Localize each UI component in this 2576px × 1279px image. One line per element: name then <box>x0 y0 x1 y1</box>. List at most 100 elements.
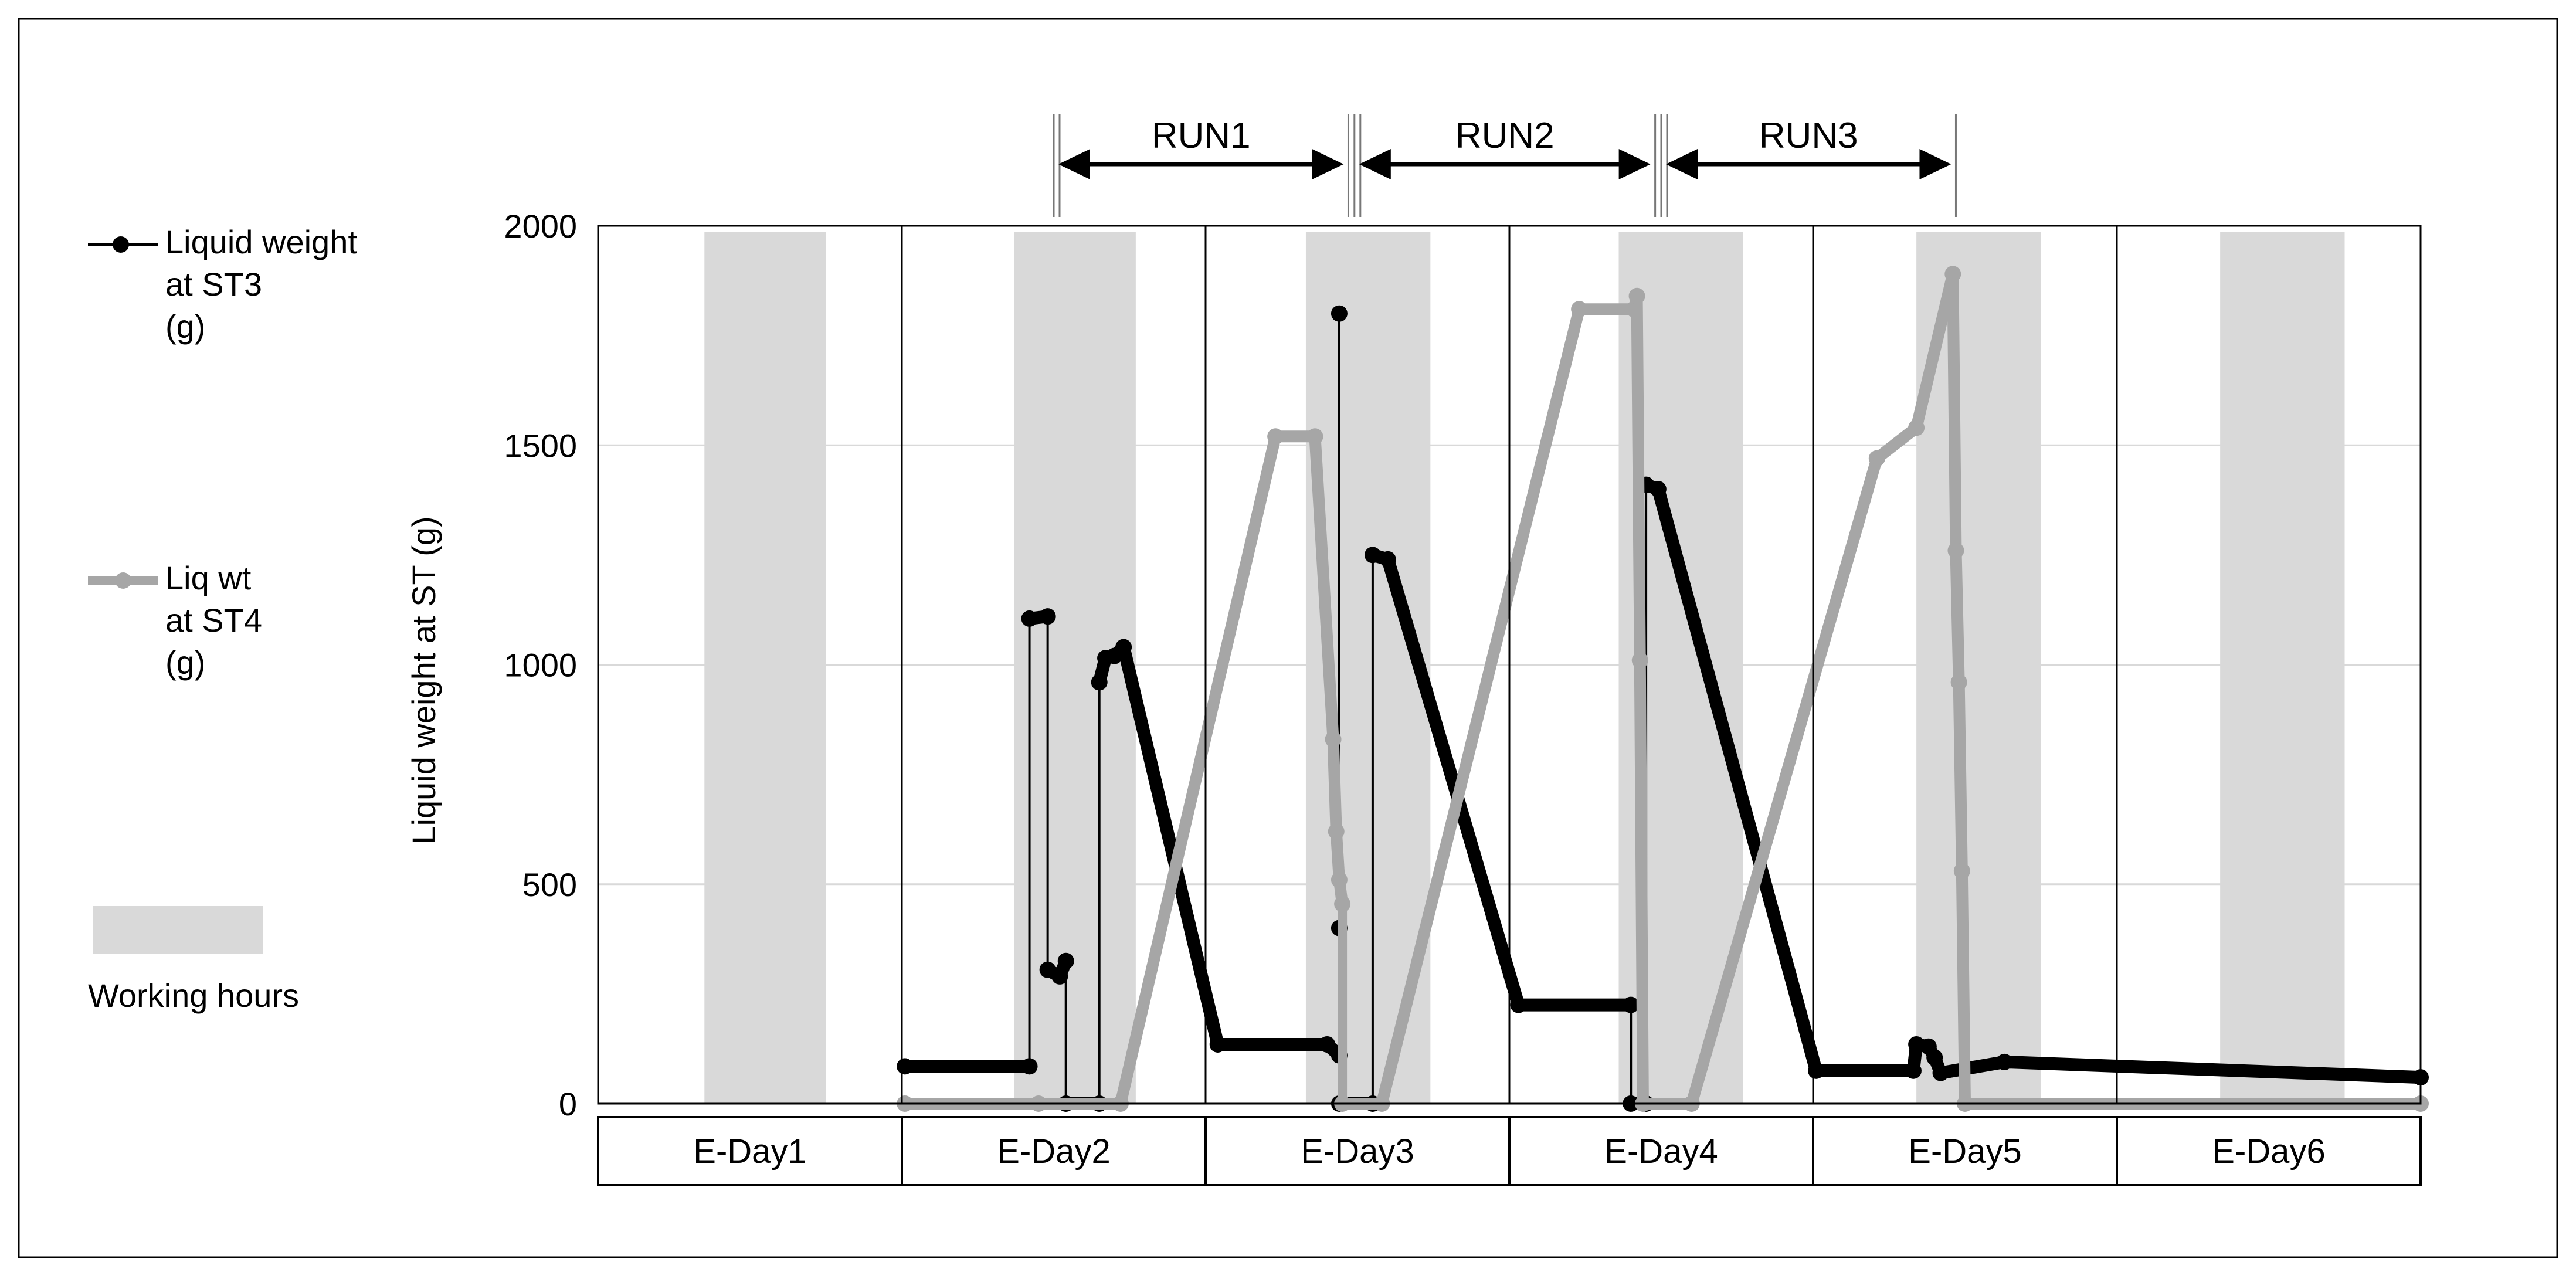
series-1-segment-35 <box>1998 1055 2427 1084</box>
series-2-segment-3 <box>1114 430 1282 1110</box>
series-1-point-23 <box>1510 996 1527 1013</box>
legend-label-st3: Liquid weight at ST3 (g) <box>165 223 357 345</box>
legend-label-working-hours: Working hours <box>88 977 299 1014</box>
series-1-point-14 <box>1209 1036 1226 1053</box>
series-2-segment-6 <box>1327 733 1342 837</box>
working-hours-band-1 <box>704 232 826 1104</box>
series-2-point-13 <box>1625 301 1642 318</box>
day-label-3: E-Day3 <box>1301 1132 1414 1171</box>
series-2-point-19 <box>1908 419 1925 436</box>
series-2-point-23 <box>1953 863 1970 880</box>
day-box-4 <box>1508 1116 1814 1186</box>
series-2-segment-5 <box>1309 430 1339 745</box>
legend-entry-st3: Liquid weight at ST3 (g) <box>88 223 357 345</box>
series-2-point-4 <box>1267 428 1284 445</box>
series-2-segment-19 <box>1910 268 1959 434</box>
series-1-point-2 <box>1021 1058 1038 1075</box>
run-2-label: RUN2 <box>1455 116 1555 156</box>
series-2-segment-15 <box>1634 654 1649 1110</box>
series-1-point-29 <box>1808 1062 1825 1079</box>
series-1-point-22 <box>1379 551 1396 568</box>
day-label-5: E-Day5 <box>1908 1132 2021 1171</box>
series-1-point-7 <box>1057 952 1074 969</box>
day-labels-layer: E-Day1 E-Day2 E-Day3 E-Day4 E-Day5 E-Day6 <box>597 1116 2422 1186</box>
plot-frame <box>597 225 2422 1105</box>
series-1-point-5 <box>1039 961 1056 978</box>
series-1-point-35 <box>1996 1053 2013 1070</box>
series-2-point-8 <box>1331 871 1348 888</box>
legend-marker-st3 <box>113 236 129 253</box>
series-1-segment-22 <box>1381 552 1525 1012</box>
series-2-point-5 <box>1306 428 1323 445</box>
legend-swatch-working-hours <box>93 906 263 954</box>
series-2-point-7 <box>1328 823 1345 840</box>
working-hours-band-5 <box>1916 232 2041 1104</box>
day-box-1 <box>597 1116 903 1186</box>
series-2-point-20 <box>1944 266 1961 283</box>
series-2-point-21 <box>1947 542 1964 559</box>
series-2-segment-23 <box>1956 865 1971 1110</box>
series-2-segment-11 <box>1376 303 1586 1110</box>
series-2-point-15 <box>1631 652 1648 669</box>
series-1-segment-28 <box>1651 483 1823 1077</box>
day-label-6: E-Day6 <box>2212 1132 2325 1171</box>
day-box-5 <box>1812 1116 2118 1186</box>
series-2-segment-22 <box>1953 676 1968 877</box>
series-1-point-31 <box>1908 1036 1925 1053</box>
series-1-point-10 <box>1091 674 1108 691</box>
day-label-2: E-Day2 <box>997 1132 1110 1171</box>
run-1-label: RUN1 <box>1152 116 1251 156</box>
series-1-point-17 <box>1331 305 1348 322</box>
run-3-arrow-left <box>1666 149 1698 179</box>
day-label-1: E-Day1 <box>693 1132 806 1171</box>
series-1-point-21 <box>1364 547 1381 564</box>
y-tick-label-1000: 1000 <box>504 647 577 684</box>
series-2-segment-18 <box>1871 422 1923 464</box>
series-2-segment-14 <box>1631 290 1646 667</box>
y-axis-label: Liquid weight at ST (g) <box>405 516 442 844</box>
y-tick-label-500: 500 <box>522 866 577 903</box>
run-2-arrow-left <box>1359 149 1391 179</box>
legend: Liquid weight at ST3 (g) Liq wt at ST4 (g) W… <box>88 223 357 1014</box>
series-1-point-3 <box>1021 610 1038 627</box>
series-2-segment-17 <box>1685 452 1883 1110</box>
series-1-point-34 <box>1932 1064 1949 1081</box>
y-tick-label-2000: 2000 <box>504 208 577 245</box>
series-1-point-33 <box>1926 1049 1943 1066</box>
series-1-point-13 <box>1115 639 1132 656</box>
series-1-point-6 <box>1051 968 1068 985</box>
legend-marker-st4 <box>115 572 131 589</box>
run-1-arrow-right <box>1312 149 1344 179</box>
legend-entry-st4: Liq wt at ST4 (g) <box>88 559 262 681</box>
series-2-point-22 <box>1950 674 1967 691</box>
series-2-point-9 <box>1334 895 1351 912</box>
run-2-arrow-right <box>1618 149 1651 179</box>
series-2-point-18 <box>1868 450 1885 467</box>
series-1-segment-13 <box>1117 640 1224 1051</box>
series-1-segment-34 <box>1934 1055 2011 1080</box>
series-1-point-15 <box>1319 1036 1336 1053</box>
series-1-point-28 <box>1650 481 1667 498</box>
series-1-point-30 <box>1905 1062 1922 1079</box>
runs-layer: RUN1 RUN2 RUN3 <box>1053 114 1957 217</box>
series-1-point-1 <box>897 1058 914 1075</box>
run-3-arrow-right <box>1919 149 1951 179</box>
legend-entry-working-hours: Working hours <box>88 906 299 1014</box>
series-2-segment-21 <box>1950 544 1965 688</box>
series-1-point-24 <box>1623 996 1640 1013</box>
day-box-6 <box>2116 1116 2422 1186</box>
working-hours-band-6 <box>2220 232 2345 1104</box>
series-2-point-12 <box>1571 301 1588 318</box>
day-box-3 <box>1204 1116 1511 1186</box>
run-1-arrow-left <box>1058 149 1090 179</box>
series-2-segment-20 <box>1947 268 1962 557</box>
legend-label-st4: Liq wt at ST4 (g) <box>165 559 262 681</box>
axes-layer: 0 500 1000 1500 2000 <box>504 208 2422 1122</box>
series-2-point-6 <box>1325 731 1342 748</box>
series-layer <box>897 266 2429 1112</box>
day-label-4: E-Day4 <box>1604 1132 1718 1171</box>
series-1-point-4 <box>1039 608 1056 625</box>
y-tick-label-1500: 1500 <box>504 427 577 464</box>
